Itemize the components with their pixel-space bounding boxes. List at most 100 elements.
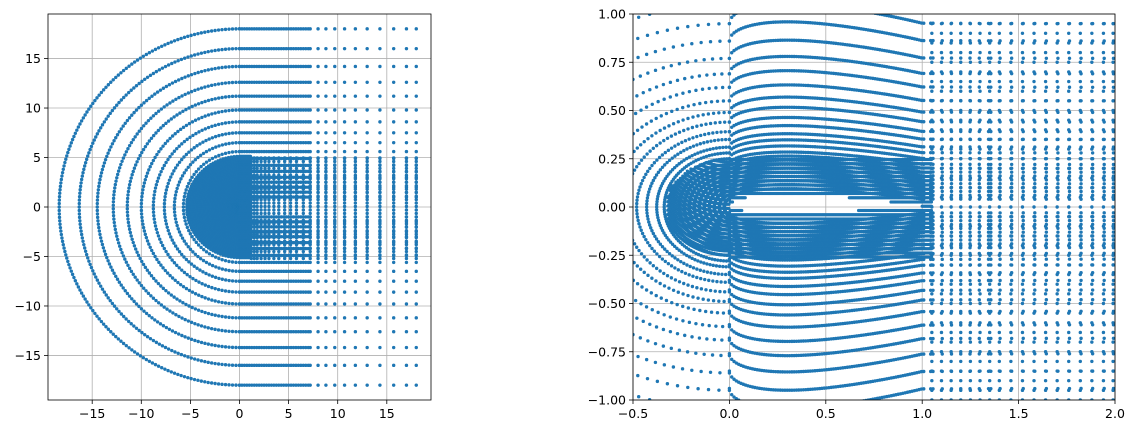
mesh-point [194,240,198,245]
mesh-point [240,149,244,154]
mesh-point [294,140,298,145]
mesh-point [119,71,123,75]
mesh-point [267,108,271,112]
mesh-point [277,345,281,350]
mesh-point [135,250,139,254]
mesh-point [200,294,204,299]
mesh-point [199,324,204,328]
mesh-point [157,68,162,72]
mesh-point [186,55,190,59]
mesh-point [284,140,288,145]
mesh-point [252,330,256,334]
mesh-point [272,260,276,265]
mesh-point [165,139,170,143]
mesh-point [182,139,187,144]
mesh-point [161,123,166,128]
mesh-point [172,203,177,207]
mesh-point [177,160,182,164]
mesh-point [125,291,130,296]
mesh-point [168,101,172,105]
mesh-point [353,108,358,112]
mesh-point [213,155,218,159]
mesh-point [132,86,136,90]
mesh-point [333,269,337,274]
mesh-point [138,256,142,261]
mesh-point [83,297,87,301]
mesh-point [301,108,306,112]
mesh-point [279,345,283,350]
mesh-point [223,109,228,113]
mesh-point [291,330,296,334]
mesh-point [404,290,409,294]
mesh-point [160,66,165,70]
mesh-point [242,279,247,283]
mesh-point [264,108,269,112]
mesh-point [196,87,200,91]
mesh-point [333,363,337,368]
mesh-point [206,125,211,130]
mesh-point [289,279,293,283]
mesh-point [165,307,169,311]
mesh-point [267,64,271,69]
mesh-point [151,114,156,118]
mesh-point [140,259,144,264]
mesh-point [245,120,249,124]
mesh-point [333,131,337,135]
mesh-point [250,108,254,112]
mesh-point [304,240,308,245]
mesh-point [234,290,238,294]
mesh-point [252,279,256,283]
mesh-point [262,131,266,135]
mesh-point [158,237,162,241]
mesh-point [162,205,167,209]
mesh-point [257,149,261,154]
mesh-point [227,383,231,387]
mesh-point [114,274,118,278]
mesh-point [291,215,296,219]
mesh-point [267,302,271,306]
mesh-point [333,140,337,145]
mesh-point [61,167,65,171]
mesh-point [365,316,369,320]
mesh-point [301,330,306,334]
mesh-point [308,46,312,51]
mesh-point [274,290,279,294]
mesh-point [111,196,116,201]
mesh-point [230,141,235,145]
mesh-point [187,260,191,264]
mesh-point [173,132,177,136]
mesh-point [259,269,264,274]
mesh-point [294,330,298,334]
mesh-point [304,140,308,145]
mesh-point [93,98,97,103]
mesh-point [166,181,170,186]
mesh-point [262,279,266,283]
mesh-point [230,150,235,154]
mesh-point [80,236,85,240]
mesh-point [186,91,191,95]
mesh-point [414,330,418,334]
mesh-point [59,177,64,182]
mesh-point [230,47,235,51]
mesh-point [378,290,382,294]
mesh-point [274,108,279,112]
mesh-point [227,363,231,367]
mesh-point [79,177,84,182]
mesh-point [213,123,217,128]
mesh-point [264,302,269,306]
mesh-point [77,198,82,202]
mesh-point [144,52,149,57]
mesh-point [294,94,298,98]
mesh-point [279,290,283,294]
mesh-point [177,266,181,270]
mesh-point [234,94,238,98]
mesh-point [132,60,137,64]
mesh-point [257,120,261,124]
mesh-point [152,196,156,201]
mesh-point [178,282,183,287]
mesh-point [277,120,281,124]
mesh-point [262,330,266,334]
mesh-point [176,332,181,336]
mesh-point [163,215,167,219]
mesh-point [262,64,266,69]
